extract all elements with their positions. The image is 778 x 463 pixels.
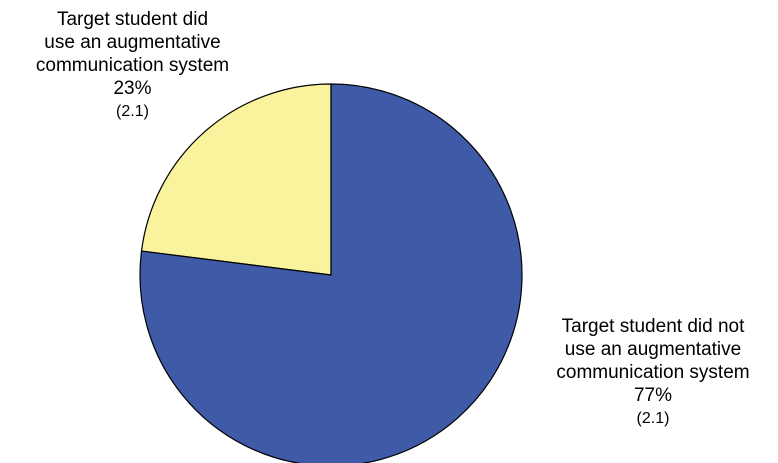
- slice-value-not-used: 77%: [633, 385, 673, 406]
- slice-used: [140, 83, 332, 276]
- slice-label-used-line-1: Target student did: [56, 9, 209, 30]
- slice-value-used: 23%: [113, 78, 152, 99]
- slice-not-used: [139, 83, 523, 463]
- slice-label-not-used-line-1: Target student did not: [561, 316, 745, 337]
- slice-label-not-used-line-3: communication system: [556, 362, 750, 383]
- slice-se-not-used: (2.1): [636, 410, 670, 427]
- slice-label-not-used: Target student did not use an augmentati…: [528, 315, 778, 430]
- slice-label-used-line-3: communication system: [35, 55, 230, 76]
- slice-label-used: Target student did use an augmentative c…: [0, 8, 265, 123]
- slice-label-used-line-2: use an augmentative: [44, 32, 221, 53]
- slice-label-not-used-line-2: use an augmentative: [564, 339, 742, 360]
- slice-se-used: (2.1): [116, 103, 149, 120]
